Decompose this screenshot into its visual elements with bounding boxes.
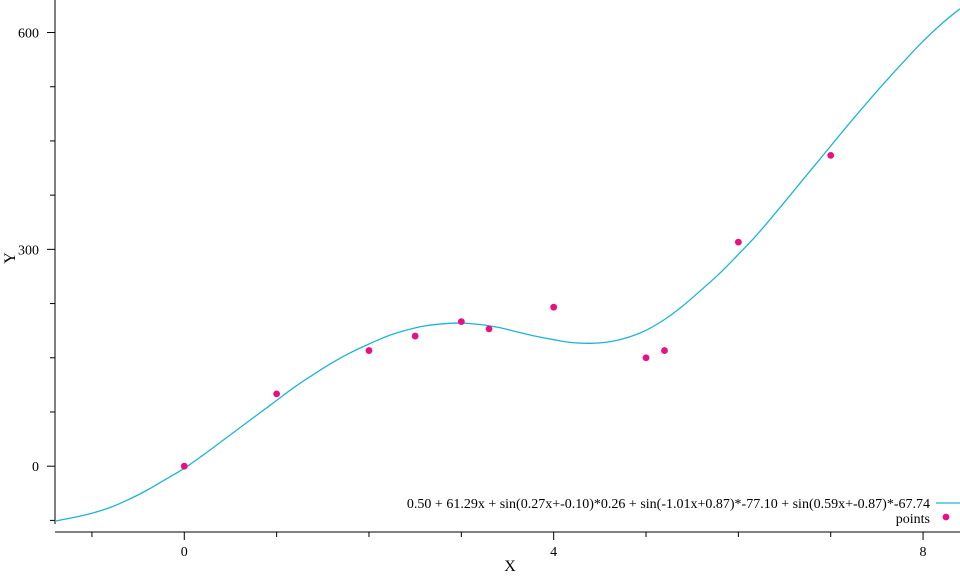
data-point (485, 325, 493, 333)
data-point (734, 238, 742, 246)
data-point (273, 390, 281, 398)
legend: 0.50 + 61.29x + sin(0.27x+-0.10)*0.26 + … (407, 497, 960, 527)
data-point (457, 318, 465, 326)
data-point (550, 303, 558, 311)
legend-entry-points-label: points (896, 512, 930, 527)
data-point (642, 354, 650, 362)
x-axis-label: X (504, 558, 516, 575)
y-axis-label: Y (2, 252, 19, 264)
x-ticks: 0 4 8 (91, 532, 927, 560)
y-tick-label: 0 (32, 460, 39, 475)
data-point (365, 347, 373, 354)
x-tick-label: 4 (550, 545, 557, 560)
x-tick-label: 0 (181, 545, 188, 560)
y-ticks: 0 300 600 (18, 27, 55, 521)
plot-area (54, 8, 960, 522)
axes (54, 0, 960, 533)
data-point (411, 332, 419, 340)
data-point (827, 151, 835, 159)
data-point (661, 347, 668, 354)
y-tick-label: 300 (18, 243, 39, 258)
legend-entry-curve-label: 0.50 + 61.29x + sin(0.27x+-0.10)*0.26 + … (407, 497, 930, 512)
x-tick-label: 8 (920, 545, 927, 560)
y-tick-label: 600 (18, 27, 39, 42)
fit-curve-line (54, 8, 960, 522)
data-point (180, 462, 188, 470)
legend-entry-points-swatch (942, 513, 950, 521)
